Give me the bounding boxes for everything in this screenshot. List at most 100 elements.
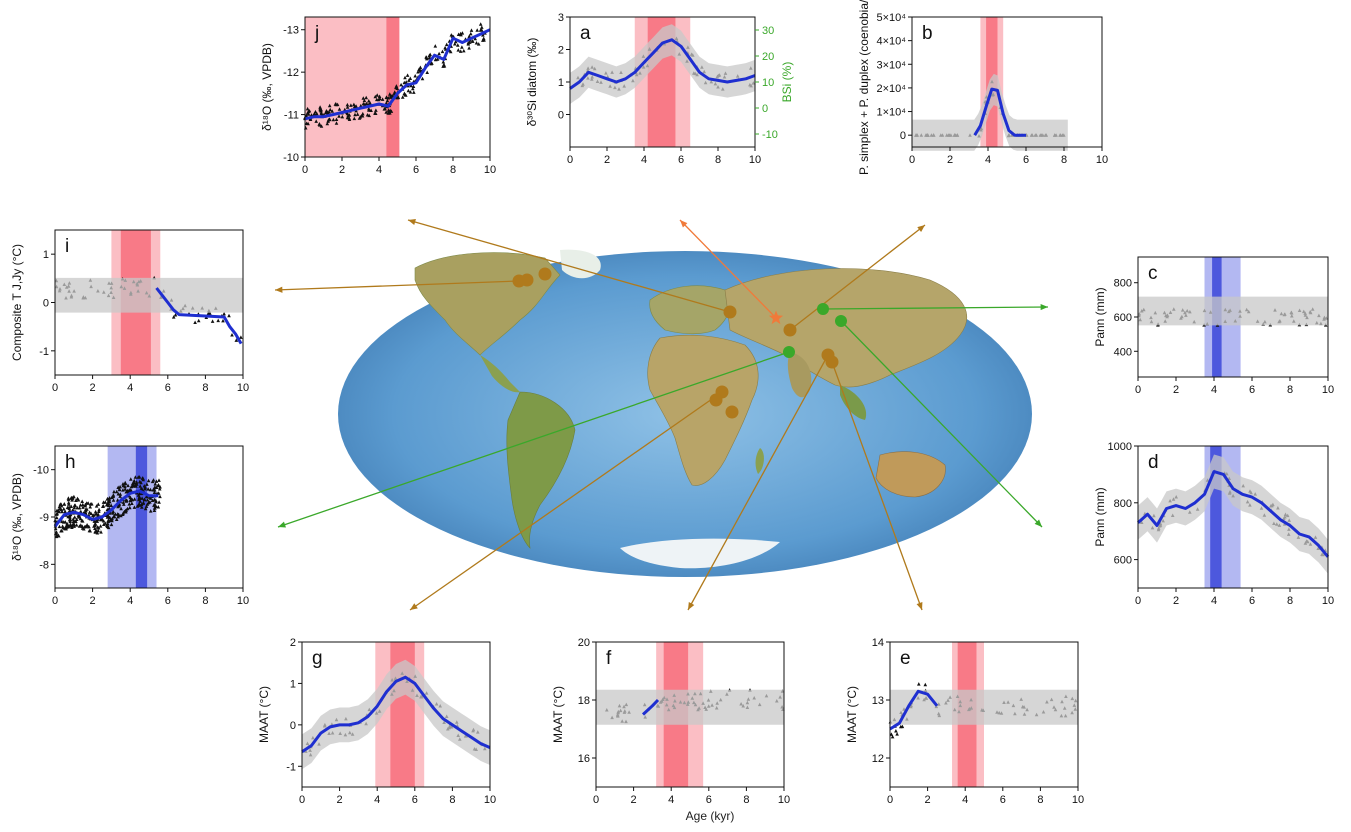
central-america <box>480 355 520 393</box>
data-point <box>406 88 411 93</box>
data-point <box>93 523 97 528</box>
y-tick-label: -11 <box>284 110 299 122</box>
data-point <box>361 111 365 116</box>
data-point <box>152 490 157 494</box>
data-point <box>121 500 126 504</box>
data-point <box>367 99 371 103</box>
data-point <box>111 514 116 519</box>
x-tick-label: 6 <box>1249 384 1255 396</box>
data-point <box>98 524 103 528</box>
panel-j: 0 2 4 6 8 10 -10 -11 -12 -13 δ¹⁸O (‰, VPDB) j <box>260 16 496 176</box>
data-point <box>458 31 463 36</box>
uncertainty-envelope <box>1138 296 1328 326</box>
y-tick-label: 14 <box>872 637 884 649</box>
data-point <box>128 495 133 499</box>
data-point <box>382 107 387 111</box>
fit-line <box>569 38 756 90</box>
panel-a: 0 2 4 6 8 10 0 1 2 3 -10 0 10 20 30 BSi (%) δ³⁰Si diatom… <box>525 12 794 166</box>
arrow-to-g <box>409 391 723 611</box>
y-tick-label: -1 <box>39 346 49 358</box>
x-tick-label: 8 <box>449 794 455 806</box>
data-point <box>154 479 159 483</box>
data-point <box>65 521 69 526</box>
site-brown <box>783 323 797 337</box>
x-tick-label: 2 <box>1173 384 1179 396</box>
data-point <box>460 45 464 49</box>
data-point <box>347 117 352 121</box>
data-point <box>126 483 130 488</box>
data-point <box>139 486 143 491</box>
data-point <box>72 524 76 528</box>
data-point <box>143 506 148 511</box>
data-point <box>349 103 353 107</box>
data-point <box>117 487 122 492</box>
x-tick-label: 6 <box>412 794 418 806</box>
data-point <box>328 107 332 112</box>
data-point <box>481 33 485 37</box>
data-point <box>345 115 350 120</box>
data-point <box>157 487 162 491</box>
x-tick-label: 2 <box>339 164 345 176</box>
data-point <box>413 74 417 78</box>
data-point <box>361 96 366 100</box>
x-tick-label: 10 <box>1322 595 1334 607</box>
fit-line <box>53 489 159 528</box>
data-point <box>118 494 122 498</box>
data-point <box>58 506 62 511</box>
axes-frame <box>1137 445 1329 589</box>
data-point <box>146 487 150 491</box>
data-point <box>315 111 319 116</box>
y-axis-label: Pann (mm) <box>1093 287 1107 346</box>
data-point <box>145 498 150 502</box>
data-point <box>456 43 460 47</box>
data-point <box>375 93 379 97</box>
data-point <box>80 518 84 523</box>
y-tick-label: 20 <box>578 637 590 649</box>
data-point <box>121 482 125 486</box>
x-tick-label: 8 <box>743 794 749 806</box>
y-tick-label: -1 <box>286 761 296 773</box>
data-point <box>394 85 398 90</box>
panel-g: 0 2 4 6 8 10 -1 0 1 2 MAAT (°C) g <box>257 637 496 806</box>
data-point <box>433 44 438 48</box>
data-point <box>467 34 472 38</box>
data-point <box>150 479 155 484</box>
uncertainty-envelope <box>890 689 1078 725</box>
y-tick-label: 800 <box>1114 278 1132 290</box>
data-point <box>355 112 360 116</box>
data-point <box>353 112 357 117</box>
data-point <box>97 509 101 513</box>
data-point <box>239 335 243 339</box>
x-tick-label: 2 <box>337 794 343 806</box>
x-tick-label: 8 <box>202 595 208 607</box>
data-point <box>337 114 341 118</box>
data-point <box>364 95 368 100</box>
site-green <box>817 303 829 315</box>
y-tick-label: -8 <box>39 559 49 571</box>
data-point <box>373 111 377 115</box>
data-point <box>330 109 334 113</box>
data-point <box>102 522 106 526</box>
data-point <box>57 504 62 509</box>
x-tick-label: 10 <box>237 382 249 394</box>
southeast-asia <box>840 385 867 420</box>
data-point <box>121 488 125 492</box>
fit-line <box>155 287 243 345</box>
x-tick-label: 4 <box>374 794 380 806</box>
data-point <box>56 533 60 537</box>
data-point <box>145 482 149 486</box>
data-point <box>78 503 83 507</box>
y-tick-label: 1 <box>290 678 296 690</box>
x-tick-label: 0 <box>302 164 308 176</box>
panel-label: e <box>900 648 911 669</box>
data-point <box>234 338 239 342</box>
data-point <box>105 515 110 519</box>
panel-label: a <box>580 23 591 44</box>
y-tick-label: 0 <box>290 720 296 732</box>
data-point <box>148 509 153 513</box>
data-point <box>441 64 445 68</box>
data-point <box>81 502 85 507</box>
data-point <box>327 103 332 108</box>
data-point <box>388 92 392 96</box>
